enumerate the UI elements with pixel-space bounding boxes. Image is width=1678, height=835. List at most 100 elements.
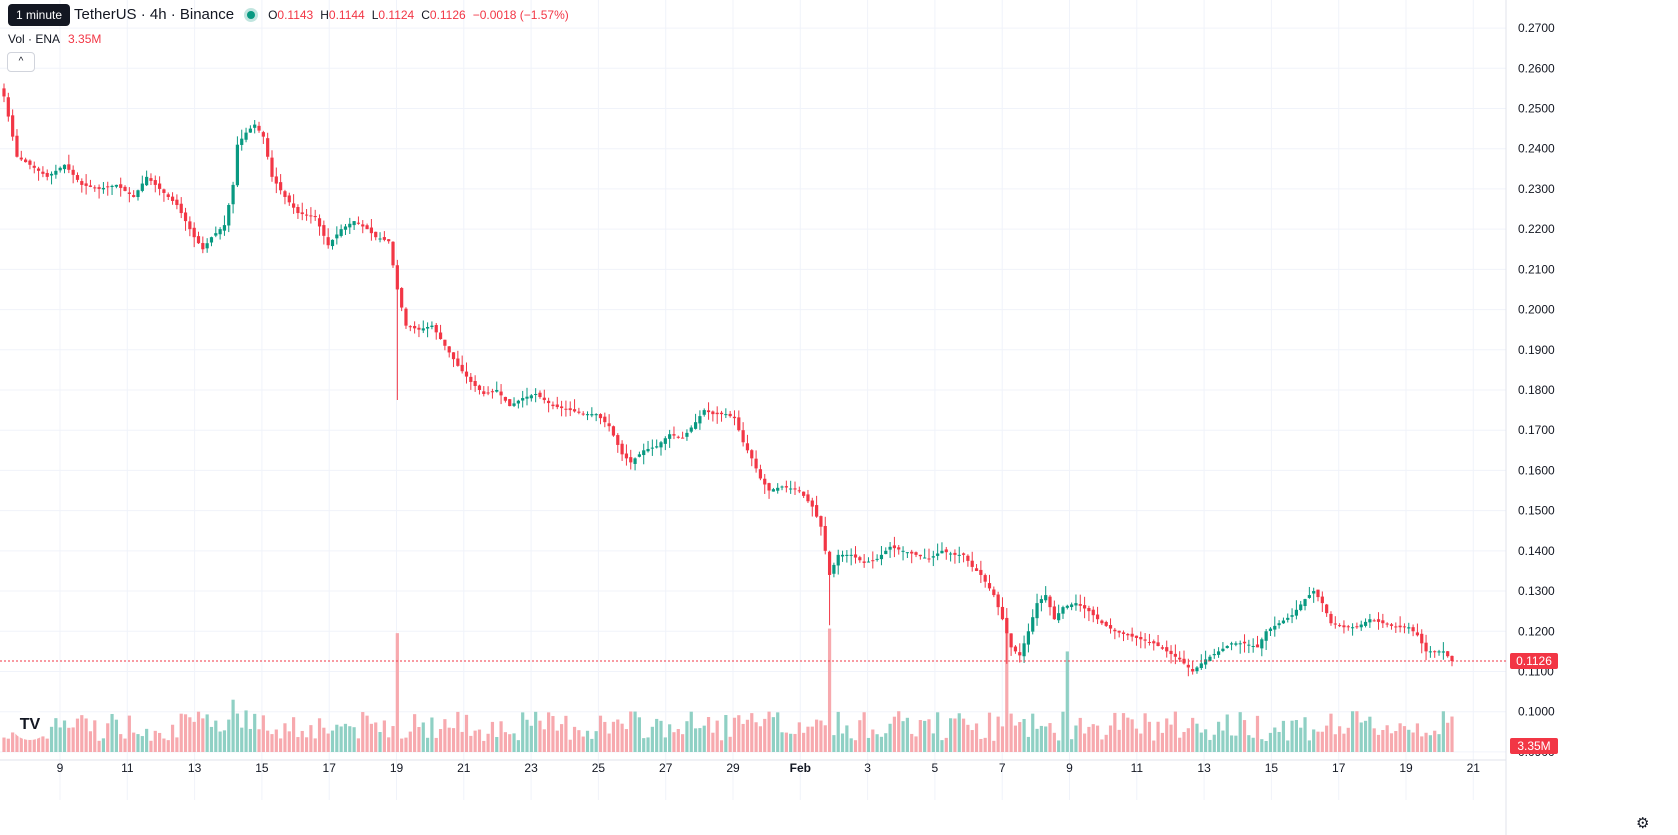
volume-bar xyxy=(853,740,858,752)
candle-body xyxy=(737,417,741,431)
candle-body xyxy=(400,288,404,308)
volume-bar xyxy=(858,720,862,752)
volume-bar xyxy=(6,738,10,752)
candle-body xyxy=(1113,629,1117,632)
volume-bar xyxy=(866,737,871,752)
candle-body xyxy=(1156,642,1160,647)
candle-body xyxy=(564,408,568,410)
volume-bar xyxy=(84,718,88,752)
volume-bar xyxy=(1009,713,1013,752)
volume-bar xyxy=(832,735,836,752)
volume-bar xyxy=(508,734,512,752)
volume-bar xyxy=(1078,717,1082,752)
volume-bar xyxy=(1126,717,1130,752)
candle-body xyxy=(1057,613,1061,621)
candle-body xyxy=(715,412,719,415)
candle-body xyxy=(884,550,888,555)
candle-body xyxy=(205,243,209,249)
candle-body xyxy=(266,138,270,157)
volume-bar xyxy=(572,726,577,752)
candle-body xyxy=(1147,641,1152,643)
chart-legend: TetherUS · 4h · Binance O 0.1143 H 0.114… xyxy=(8,6,576,23)
candle-body xyxy=(54,170,58,175)
volume-bar xyxy=(888,723,892,752)
candle-body xyxy=(987,583,992,589)
volume-bar xyxy=(1273,727,1277,752)
volume-bar xyxy=(1446,722,1450,752)
volume-bar xyxy=(910,733,914,752)
candle-body xyxy=(201,243,205,250)
candle-body xyxy=(274,176,278,184)
candle-body xyxy=(875,558,879,560)
volume-bar xyxy=(940,740,944,752)
candle-body xyxy=(1225,646,1229,648)
market-status-icon[interactable] xyxy=(244,7,259,22)
candle-body xyxy=(382,237,386,240)
candle-body xyxy=(603,416,607,423)
candle-body xyxy=(1117,630,1121,633)
volume-bar xyxy=(1204,729,1208,752)
candle-body xyxy=(1186,664,1190,668)
volume-bar xyxy=(1264,740,1268,752)
volume-bar xyxy=(1363,720,1368,752)
time-tick-label: 19 xyxy=(1399,761,1413,775)
volume-bar xyxy=(1242,720,1247,752)
volume-bar xyxy=(603,721,607,752)
candle-body xyxy=(702,410,706,415)
candle-body xyxy=(888,546,892,550)
candle-body xyxy=(1307,595,1311,598)
time-tick-label: 9 xyxy=(57,761,64,775)
volume-bar xyxy=(1398,723,1402,752)
volume-bar xyxy=(1225,714,1229,752)
last-volume-badge xyxy=(1510,738,1558,754)
volume-bar xyxy=(754,722,758,752)
volume-bar xyxy=(231,699,235,752)
volume-bar xyxy=(1268,732,1273,752)
candle-body xyxy=(196,236,201,244)
volume-bar xyxy=(1039,725,1043,752)
gear-icon[interactable]: ⚙ xyxy=(1636,815,1650,832)
volume-bar xyxy=(1065,651,1069,752)
volume-bar xyxy=(970,730,974,752)
tradingview-logo-icon[interactable]: TV xyxy=(12,710,48,740)
time-tick-label: 5 xyxy=(932,761,939,775)
volume-bar xyxy=(149,740,153,752)
candle-body xyxy=(460,364,464,372)
volume-bar xyxy=(1229,735,1234,752)
volume-bar xyxy=(737,715,741,752)
volume-bar xyxy=(1433,730,1437,752)
candle-body xyxy=(1018,652,1022,656)
volume-bar xyxy=(451,728,456,752)
candle-body xyxy=(170,196,175,201)
volume-bar xyxy=(222,730,227,752)
candle-body xyxy=(793,488,797,490)
volume-bar xyxy=(594,731,598,752)
volume-bar xyxy=(767,711,771,752)
volume-bar xyxy=(728,736,732,752)
volume-bar xyxy=(784,732,788,752)
time-tick-label: 21 xyxy=(457,761,471,775)
volume-bar xyxy=(819,720,823,752)
volume-bar xyxy=(283,723,287,752)
candle-body xyxy=(763,478,767,485)
time-tick-label: 21 xyxy=(1467,761,1481,775)
volume-bar xyxy=(1005,619,1009,752)
candle-body xyxy=(547,400,551,404)
candle-body xyxy=(650,447,654,449)
candle-body xyxy=(36,168,41,171)
chevron-up-icon[interactable]: ^ xyxy=(7,52,35,72)
candle-body xyxy=(542,397,546,401)
candle-body xyxy=(845,554,849,556)
candle-body xyxy=(1411,627,1415,632)
volume-bar xyxy=(1061,711,1065,752)
volume-bar xyxy=(1420,736,1424,752)
candle-body xyxy=(529,395,533,399)
symbol-title[interactable]: TetherUS · 4h · Binance xyxy=(74,6,235,23)
price-tick-label: 0.1400 xyxy=(1518,544,1555,558)
candle-body xyxy=(413,325,417,329)
candle-body xyxy=(1407,627,1411,629)
volume-bar xyxy=(218,731,222,752)
candle-body xyxy=(1074,603,1078,606)
candle-body xyxy=(598,414,603,419)
